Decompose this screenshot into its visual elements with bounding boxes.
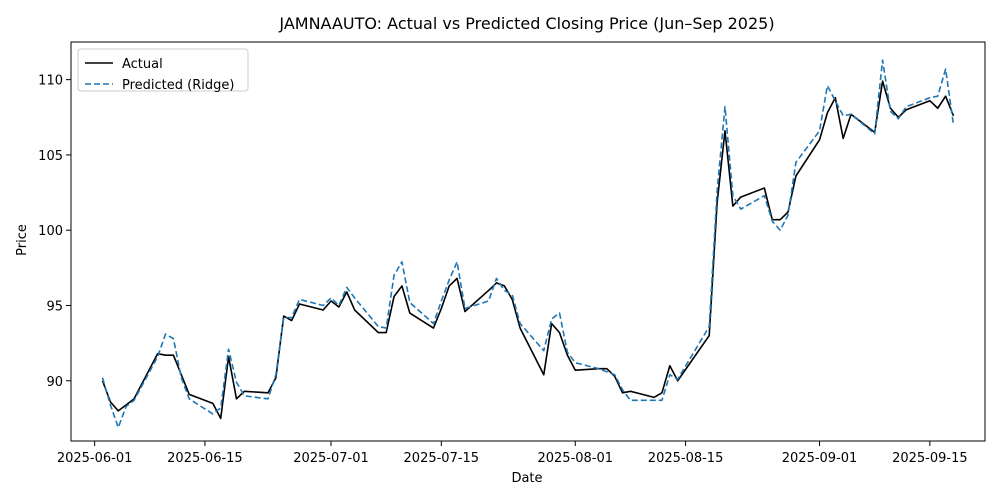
y-tick-label: 95 [46, 299, 63, 314]
series-line-actual [101, 80, 955, 420]
y-tick-label: 90 [46, 375, 63, 390]
legend: Actual Predicted (Ridge) [77, 48, 249, 93]
x-tick-label: 2025-08-15 [648, 451, 724, 466]
chart-title: JAMNAAUTO: Actual vs Predicted Closing P… [278, 14, 774, 33]
series-line-predicted [101, 59, 955, 429]
x-tick-label: 2025-07-15 [404, 451, 480, 466]
x-axis-label: Date [511, 471, 542, 486]
x-tick-label: 2025-06-15 [167, 451, 243, 466]
y-axis-ticks: 90 95 100 105 110 [38, 74, 71, 390]
legend-label-predicted: Predicted (Ridge) [122, 78, 234, 93]
x-tick-label: 2025-07-01 [293, 451, 369, 466]
x-tick-label: 2025-09-15 [892, 451, 968, 466]
x-tick-label: 2025-09-01 [782, 451, 858, 466]
y-tick-label: 105 [38, 149, 63, 164]
y-axis-label: Price [15, 224, 30, 256]
plot-area [70, 41, 986, 442]
x-tick-label: 2025-08-01 [537, 451, 613, 466]
legend-box [77, 48, 249, 92]
y-tick-label: 100 [38, 224, 63, 239]
x-tick-label: 2025-06-01 [57, 451, 133, 466]
axes-frame [70, 41, 986, 442]
x-axis-ticks: 2025-06-01 2025-06-15 2025-07-01 2025-07-15… [57, 441, 968, 466]
y-tick-label: 110 [38, 74, 63, 89]
legend-label-actual: Actual [122, 57, 163, 72]
